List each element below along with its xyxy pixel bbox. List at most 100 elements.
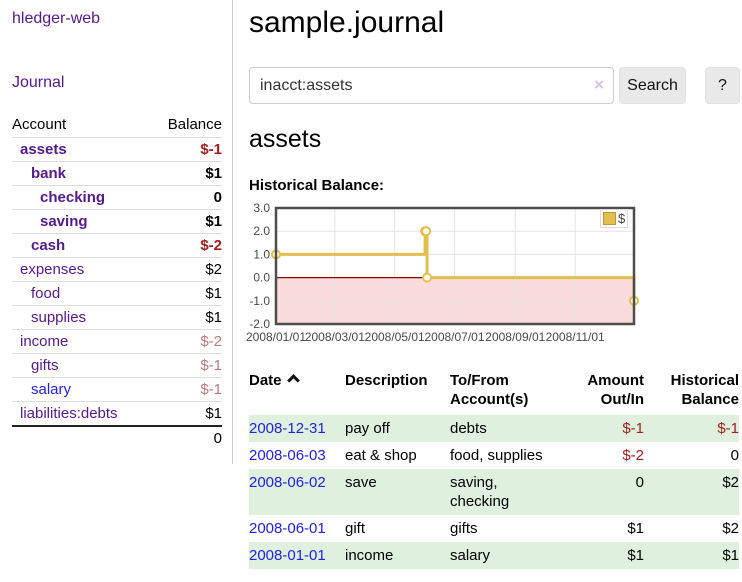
sort-ascending-icon	[286, 374, 300, 387]
transaction-date-link[interactable]: 2008-06-03	[249, 447, 326, 464]
transaction-row: 2008-06-03 eat & shop food, supplies $-2…	[249, 442, 739, 469]
transaction-date-link[interactable]: 2008-06-02	[249, 474, 326, 491]
search-input[interactable]	[249, 67, 614, 104]
svg-text:2008/01/01: 2008/01/01	[246, 330, 306, 344]
svg-text:0.0: 0.0	[253, 271, 270, 285]
transaction-accounts: food, supplies	[450, 447, 543, 464]
sidebar-item-journal[interactable]: Journal	[12, 74, 65, 91]
account-link-assets[interactable]: assets	[20, 141, 67, 158]
transaction-accounts: saving, checking	[450, 474, 510, 510]
svg-text:-1.0: -1.0	[249, 294, 270, 308]
transaction-balance: 0	[730, 447, 739, 464]
transaction-amount: 0	[635, 474, 644, 491]
legend-swatch-icon	[603, 212, 616, 225]
search-form: × Search ?	[249, 67, 740, 104]
account-link-income[interactable]: income	[20, 333, 69, 350]
account-balance: $-2	[150, 233, 222, 258]
transaction-row: 2008-06-01 gift gifts $1 $2	[249, 515, 739, 542]
transaction-date-link[interactable]: 2008-01-01	[249, 547, 326, 564]
account-balance: $1	[150, 281, 222, 306]
account-row: liabilities:debts $1	[12, 401, 222, 426]
header-date[interactable]: Date	[249, 369, 345, 415]
page-title: sample.journal	[249, 6, 445, 39]
chart-canvas: 3.0 2.0 1.0 0.0 -1.0 -2.02008/01/012008/03/01…	[246, 201, 639, 344]
svg-text:-2.0: -2.0	[249, 317, 270, 331]
account-row: income $-2	[12, 329, 222, 354]
header-amount-outin: Amount Out/In	[587, 372, 644, 408]
account-balance: 0	[150, 185, 222, 210]
historical-balance-chart: 3.0 2.0 1.0 0.0 -1.0 -2.0 2008/01/01 2008/03/01…	[246, 201, 735, 352]
account-link-gifts[interactable]: gifts	[31, 357, 59, 374]
account-balance: $-2	[150, 329, 222, 354]
account-row: checking 0	[12, 185, 222, 210]
account-link-liabilities-debts[interactable]: liabilities:debts	[20, 405, 118, 422]
clear-search-icon[interactable]: ×	[594, 75, 604, 94]
help-button[interactable]: ?	[705, 67, 740, 104]
account-link-saving[interactable]: saving	[40, 213, 88, 230]
account-link-food[interactable]: food	[31, 285, 61, 302]
transaction-date-link[interactable]: 2008-06-01	[249, 520, 326, 537]
account-balance: $1	[150, 305, 222, 330]
header-tofrom-accounts: To/From Account(s)	[450, 372, 529, 408]
transaction-amount: $1	[627, 547, 644, 564]
account-row: cash $-2	[12, 233, 222, 258]
account-balance: $2	[150, 257, 222, 282]
sidebar: hledger-web Journal Account Balance asse…	[0, 0, 233, 464]
main-content: sample.journal × Search ? assets Histori…	[233, 0, 742, 569]
register-table-header: Date Description To/From Account(s) Amou…	[249, 369, 739, 415]
legend-label: $	[618, 211, 626, 226]
transaction-balance: $2	[722, 474, 739, 491]
register-table: Date Description To/From Account(s) Amou…	[249, 369, 739, 569]
chart-title: Historical Balance:	[249, 177, 385, 194]
account-heading: assets	[249, 125, 322, 153]
accounts-table-header: Account Balance	[12, 113, 222, 138]
account-balance: $-1	[150, 353, 222, 378]
transaction-row: 2008-06-02 save saving, checking 0 $2	[249, 469, 739, 515]
transaction-row: 2008-01-01 income salary $1 $1	[249, 542, 739, 569]
account-row: bank $1	[12, 161, 222, 186]
transaction-accounts: salary	[450, 547, 491, 564]
transaction-description: income	[345, 547, 394, 564]
transaction-accounts: gifts	[450, 520, 478, 537]
accounts-header-balance: Balance	[167, 116, 222, 133]
account-row: supplies $1	[12, 305, 222, 330]
account-row: saving $1	[12, 209, 222, 234]
svg-text:2008/07/01: 2008/07/01	[424, 330, 484, 344]
svg-text:3.0: 3.0	[253, 201, 270, 215]
account-row: expenses $2	[12, 257, 222, 282]
account-link-salary[interactable]: salary	[31, 381, 72, 398]
account-row: gifts $-1	[12, 353, 222, 378]
svg-text:1.0: 1.0	[253, 247, 270, 261]
transaction-balance: $2	[722, 520, 739, 537]
account-balance: $-1	[150, 377, 222, 402]
account-link-cash[interactable]: cash	[31, 237, 66, 254]
transaction-balance: $-1	[717, 420, 739, 437]
page: hledger-web Journal Account Balance asse…	[0, 0, 742, 569]
transaction-amount: $1	[627, 520, 644, 537]
svg-text:2008/05/01: 2008/05/01	[365, 330, 425, 344]
account-balance: $1	[150, 161, 222, 186]
transaction-balance: $1	[722, 547, 739, 564]
account-row: food $1	[12, 281, 222, 306]
account-link-checking[interactable]: checking	[40, 189, 106, 206]
transaction-date-link[interactable]: 2008-12-31	[249, 420, 326, 437]
account-row: salary $-1	[12, 377, 222, 402]
accounts-table: Account Balance assets $-1 bank $1 check…	[12, 113, 222, 450]
account-balance: $-1	[150, 137, 222, 162]
svg-text:2008/03/01: 2008/03/01	[305, 330, 365, 344]
account-balance: $1	[150, 209, 222, 234]
account-balance: $1	[150, 401, 222, 426]
transaction-description: eat & shop	[345, 447, 417, 464]
search-button[interactable]: Search	[619, 67, 686, 104]
account-link-expenses[interactable]: expenses	[20, 261, 85, 278]
transaction-description: save	[345, 474, 377, 491]
svg-text:2008/09/01: 2008/09/01	[485, 330, 545, 344]
transaction-accounts: debts	[450, 420, 487, 437]
header-historical-balance: Historical Balance	[670, 372, 739, 408]
accounts-header-account: Account	[12, 116, 67, 133]
account-link-supplies[interactable]: supplies	[31, 309, 87, 326]
app-brand-link[interactable]: hledger-web	[12, 10, 101, 27]
account-link-bank[interactable]: bank	[31, 165, 67, 182]
transaction-amount: $-2	[622, 447, 644, 464]
accounts-total-value: 0	[150, 425, 222, 450]
